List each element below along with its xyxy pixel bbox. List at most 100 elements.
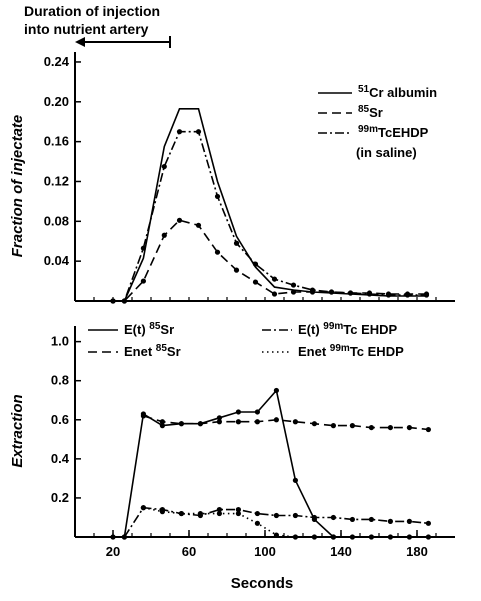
injection-annotation: Duration of injection into nutrient arte… xyxy=(24,3,171,48)
data-point xyxy=(425,520,431,526)
data-point xyxy=(252,261,259,267)
data-point xyxy=(349,423,355,429)
legend-entry: (in saline) xyxy=(356,145,417,160)
data-point xyxy=(273,532,279,538)
data-point xyxy=(121,534,127,540)
data-point xyxy=(368,516,374,523)
legend-text: Sr xyxy=(167,344,181,359)
data-point xyxy=(254,510,260,517)
series-line-solid xyxy=(113,388,334,538)
legend-entry: 99mTcEHDP xyxy=(358,124,429,141)
series-line-dotted xyxy=(143,506,429,538)
data-point xyxy=(216,419,222,425)
data-point xyxy=(178,421,184,427)
data-point xyxy=(330,423,336,429)
y-tick-label: 0.24 xyxy=(44,54,70,69)
data-point xyxy=(161,232,167,238)
data-point xyxy=(110,534,116,540)
legend-text: E(t) xyxy=(124,322,149,337)
data-point xyxy=(140,278,146,284)
data-point xyxy=(254,409,260,415)
y-tick-label: 0.12 xyxy=(44,173,69,188)
data-point xyxy=(311,514,317,521)
legend-superscript: 85 xyxy=(156,343,168,354)
data-point xyxy=(290,282,297,288)
data-point xyxy=(271,276,278,282)
legend-superscript: 85 xyxy=(358,104,370,115)
data-point xyxy=(290,289,297,295)
data-point xyxy=(235,507,241,513)
x-tick-label: 140 xyxy=(330,544,352,559)
arrow-head xyxy=(75,37,85,47)
data-point xyxy=(330,534,336,540)
series-line-dashed xyxy=(113,219,427,302)
data-point xyxy=(368,534,374,540)
data-point xyxy=(271,291,278,297)
y-tick-label: 0.04 xyxy=(44,253,70,268)
data-point xyxy=(216,507,222,513)
data-point xyxy=(330,514,336,521)
data-point xyxy=(140,413,146,419)
legend-text: Sr xyxy=(369,105,383,120)
x-tick-label: 60 xyxy=(182,544,196,559)
data-point xyxy=(292,477,298,483)
y-tick-label: 0.6 xyxy=(51,412,69,427)
x-tick-label: 180 xyxy=(406,544,428,559)
legend-entry: Enet 99mTc EHDP xyxy=(298,343,404,360)
legend-text: Cr albumin xyxy=(369,85,437,100)
data-point xyxy=(235,510,241,517)
data-point xyxy=(178,510,184,517)
y-tick-label: 0.8 xyxy=(51,373,69,388)
data-point xyxy=(309,287,316,293)
data-point xyxy=(366,291,373,297)
legend-text: Tc EHDP xyxy=(350,344,404,359)
data-point xyxy=(425,426,431,433)
data-point xyxy=(235,419,241,425)
data-point xyxy=(404,292,411,298)
data-point xyxy=(140,245,146,251)
legend-superscript: 99m xyxy=(330,343,350,354)
x-tick-label: 20 xyxy=(106,544,120,559)
data-point xyxy=(423,292,430,298)
legend-text: Enet xyxy=(124,344,156,359)
legend-text: Enet xyxy=(298,344,330,359)
legend-entry: E(t) 85Sr xyxy=(124,321,174,338)
legend-entry: 51Cr albumin xyxy=(358,84,437,101)
data-point xyxy=(387,534,393,540)
legend-superscript: 85 xyxy=(149,321,161,332)
legend-text: Sr xyxy=(160,322,174,337)
legend-superscript: 51 xyxy=(358,84,370,95)
data-point xyxy=(425,534,431,540)
data-point xyxy=(292,534,298,540)
data-point xyxy=(252,279,259,285)
data-point xyxy=(273,387,279,394)
data-point xyxy=(214,193,221,200)
data-point xyxy=(159,419,165,425)
legend-text: Tc EHDP xyxy=(343,322,397,337)
y-tick-label: 0.08 xyxy=(44,213,69,228)
data-point xyxy=(176,129,183,135)
legend-text: E(t) xyxy=(298,322,323,337)
legend-entry: E(t) 99mTc EHDP xyxy=(298,321,398,338)
data-point xyxy=(387,518,393,524)
data-point xyxy=(368,424,374,431)
data-point xyxy=(273,512,279,519)
series-line-solid xyxy=(113,108,427,302)
data-point xyxy=(195,222,202,228)
data-point xyxy=(273,417,279,423)
y-tick-label: 0.20 xyxy=(44,94,69,109)
legend-superscript: 99m xyxy=(323,321,343,332)
y-tick-label: 0.4 xyxy=(51,451,70,466)
legend-superscript: 99m xyxy=(358,124,378,135)
data-point xyxy=(349,516,355,523)
y-tick-label: 1.0 xyxy=(51,334,69,349)
data-point xyxy=(406,534,412,540)
data-point xyxy=(216,415,222,421)
data-point xyxy=(159,509,165,515)
fraction-axis-label: Fraction of injectate xyxy=(9,115,26,258)
series-line-dashed xyxy=(143,415,429,431)
data-point xyxy=(347,290,354,296)
data-point xyxy=(176,217,183,223)
